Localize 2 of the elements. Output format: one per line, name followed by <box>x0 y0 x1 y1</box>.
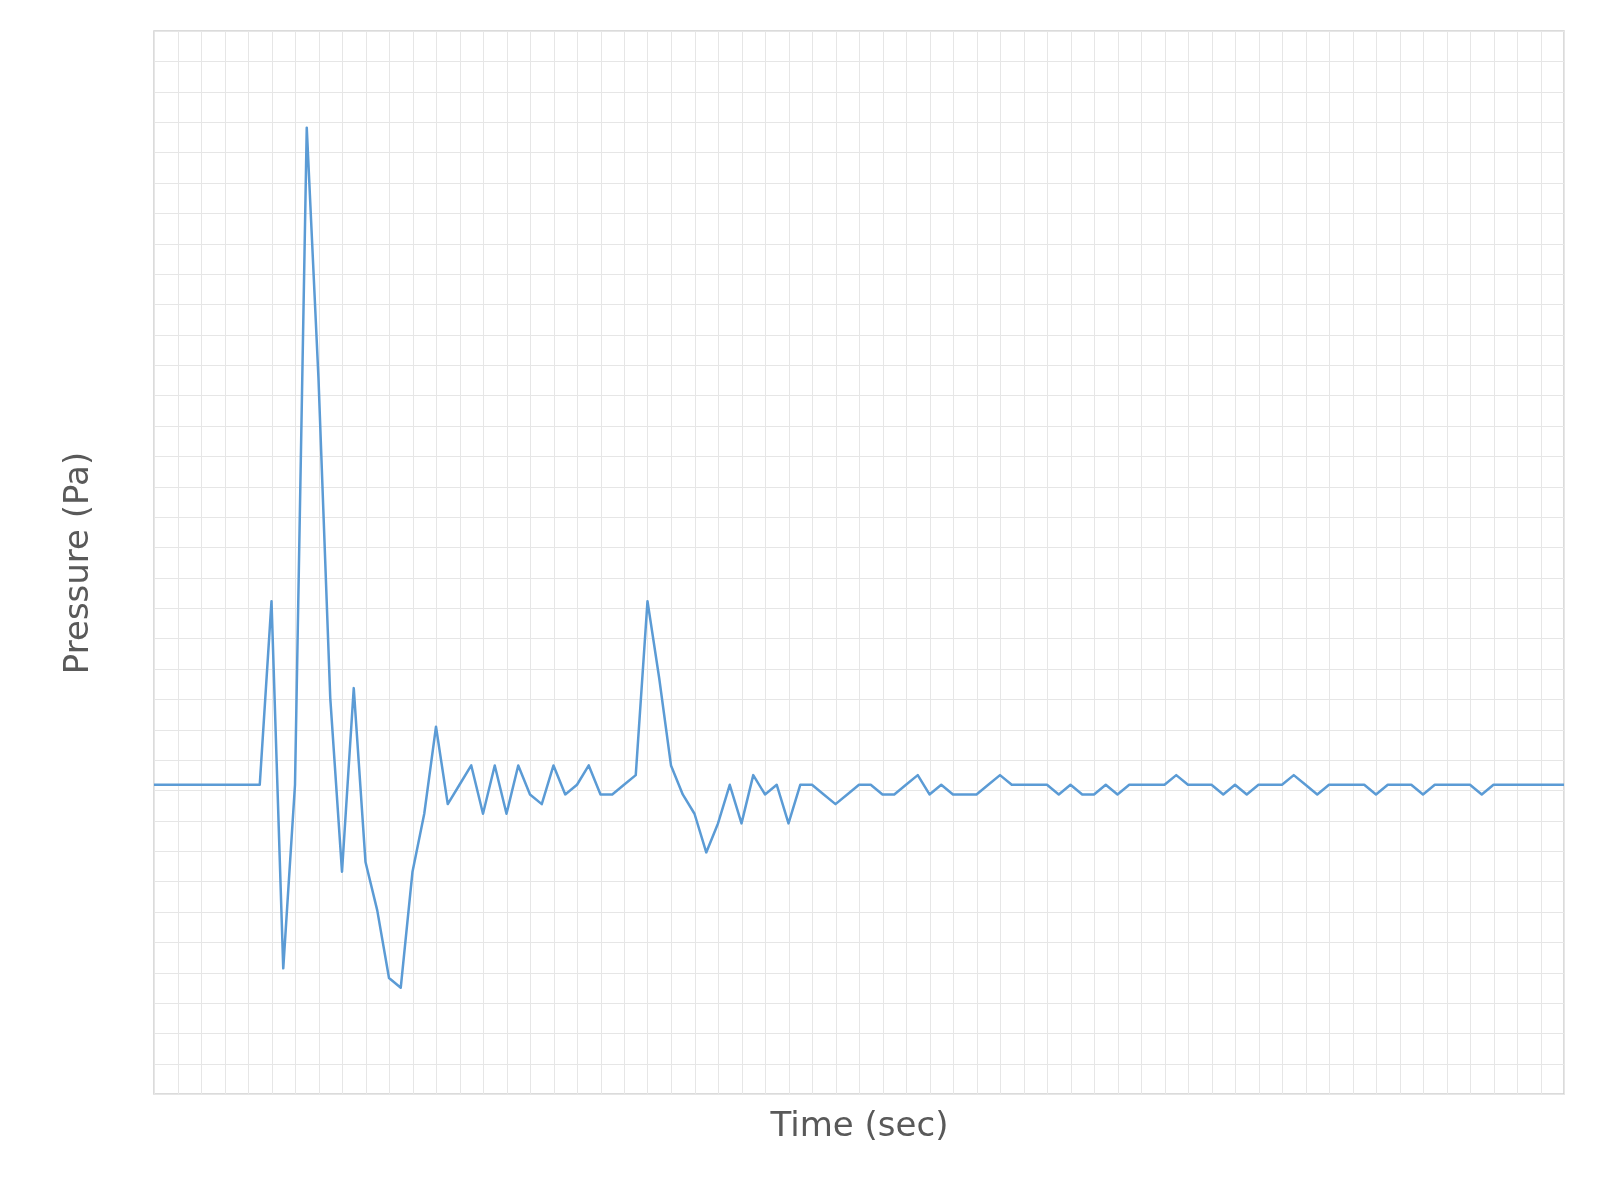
y-axis-title: Pressure (Pa) <box>55 451 96 675</box>
x-axis-title: Time (sec) <box>769 1103 949 1144</box>
